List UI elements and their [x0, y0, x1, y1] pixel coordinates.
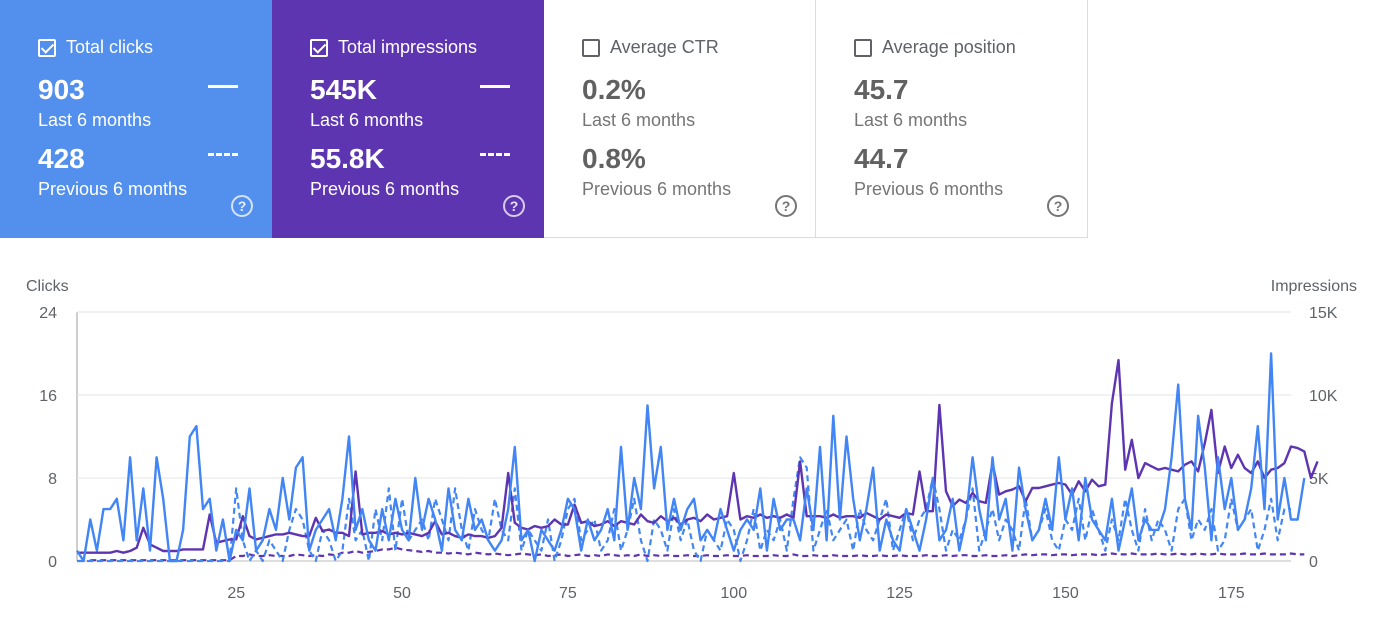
label-previous: Previous 6 months — [38, 179, 188, 199]
value-previous: 0.8% — [582, 143, 646, 174]
metric-cards: Total clicks 903 Last 6 months 428 Previ… — [0, 0, 1092, 240]
x-tick-label: 50 — [393, 585, 411, 602]
y-tick-label-left: 8 — [48, 471, 57, 488]
series-line-previous-clicks[interactable] — [77, 456, 1291, 563]
card-header[interactable]: Average CTR — [582, 37, 719, 58]
x-tick-label: 100 — [720, 585, 747, 602]
value-current: 0.2% — [582, 74, 646, 105]
help-icon[interactable]: ? — [775, 195, 797, 217]
y-axis-title-left: Clicks — [26, 278, 69, 295]
dashed-line-legend-icon — [480, 153, 510, 156]
x-tick-label: 150 — [1052, 585, 1079, 602]
label-current: Last 6 months — [582, 110, 696, 130]
help-icon[interactable]: ? — [503, 195, 525, 217]
checkbox-checked-icon[interactable] — [310, 38, 328, 57]
card-average-position[interactable]: Average position 45.7 Last 6 months 44.7… — [816, 0, 1088, 238]
y-tick-label-left: 0 — [48, 554, 57, 571]
label-previous: Previous 6 months — [310, 179, 460, 199]
y-tick-label-right: 5K — [1309, 471, 1329, 488]
solid-line-legend-icon — [208, 85, 238, 88]
card-header[interactable]: Total clicks — [38, 37, 153, 58]
label-previous: Previous 6 months — [582, 179, 732, 199]
card-title: Average CTR — [610, 37, 719, 57]
card-header[interactable]: Average position — [854, 37, 1016, 58]
solid-line-legend-icon — [480, 85, 510, 88]
card-total-impressions[interactable]: Total impressions 545K Last 6 months 55.… — [272, 0, 544, 238]
y-tick-label-right: 0 — [1309, 554, 1318, 571]
x-tick-label: 175 — [1218, 585, 1245, 602]
card-title: Total clicks — [66, 37, 154, 57]
label-previous: Previous 6 months — [854, 179, 1004, 199]
x-tick-label: 75 — [559, 585, 577, 602]
label-current: Last 6 months — [854, 110, 968, 130]
card-average-ctr[interactable]: Average CTR 0.2% Last 6 months 0.8% Prev… — [544, 0, 816, 238]
value-current: 545K — [310, 74, 377, 105]
y-tick-label-right: 15K — [1309, 305, 1338, 322]
card-header[interactable]: Total impressions — [310, 37, 477, 58]
checkbox-unchecked-icon[interactable] — [854, 38, 872, 57]
value-previous: 428 — [38, 143, 85, 174]
dashed-line-legend-icon — [208, 153, 238, 156]
card-total-clicks[interactable]: Total clicks 903 Last 6 months 428 Previ… — [0, 0, 272, 238]
y-tick-label-right: 10K — [1309, 388, 1338, 405]
card-title: Total impressions — [338, 37, 478, 57]
y-tick-label-left: 24 — [39, 305, 57, 322]
x-tick-label: 125 — [886, 585, 913, 602]
label-current: Last 6 months — [310, 110, 424, 130]
help-icon[interactable]: ? — [231, 195, 253, 217]
y-axis-title-right: Impressions — [1271, 278, 1357, 295]
label-current: Last 6 months — [38, 110, 152, 130]
y-tick-label-left: 16 — [39, 388, 57, 405]
series-line-total-clicks[interactable] — [75, 352, 1306, 563]
value-current: 903 — [38, 74, 85, 105]
value-previous: 55.8K — [310, 143, 385, 174]
checkbox-checked-icon[interactable] — [38, 38, 56, 57]
card-title: Average position — [882, 37, 1016, 57]
x-tick-label: 25 — [227, 585, 245, 602]
value-current: 45.7 — [854, 74, 909, 105]
performance-chart[interactable]: Clicks Impressions 0 8 16 24 0 5K 10K 15K 25 50… — [0, 240, 1383, 643]
help-icon[interactable]: ? — [1047, 195, 1069, 217]
value-previous: 44.7 — [854, 143, 909, 174]
checkbox-unchecked-icon[interactable] — [582, 38, 600, 57]
